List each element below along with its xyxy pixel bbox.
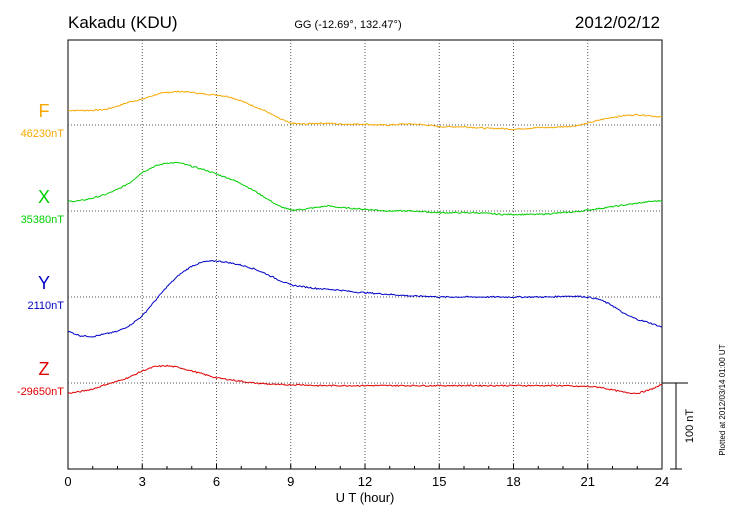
x-tick-label: 12 [358, 474, 372, 489]
x-tick-label: 9 [287, 474, 294, 489]
series-name-x: X [38, 187, 50, 207]
series-line-x [67, 161, 663, 216]
station-title: Kakadu (KDU) [68, 13, 178, 32]
x-tick-label: 6 [213, 474, 220, 489]
scale-bar [662, 382, 688, 470]
station-coords: GG (-12.69°, 132.47°) [294, 19, 401, 31]
x-tick-label: 3 [139, 474, 146, 489]
grid-lines [68, 40, 662, 469]
series-name-y: Y [38, 273, 50, 293]
x-tick-label: 15 [432, 474, 446, 489]
series-baseline-f: 46230nT [21, 128, 65, 140]
x-tick-label: 21 [581, 474, 595, 489]
series-baseline-x: 35380nT [21, 214, 65, 226]
series-line-f [67, 90, 663, 131]
plot-frame [67, 39, 663, 470]
plot-date: 2012/02/12 [575, 13, 660, 32]
series-name-f: F [39, 101, 50, 121]
series-labels: F 46230nT X 35380nT Y 2110nT Z -29650nT [17, 101, 64, 398]
x-tick-label: 0 [64, 474, 71, 489]
x-axis-ticks: 0 3 6 9 12 15 18 21 24 [64, 464, 669, 489]
series-baseline-z: -29650nT [17, 386, 64, 398]
x-axis-label: U T (hour) [336, 490, 395, 505]
x-tick-label: 24 [655, 474, 669, 489]
series-name-z: Z [39, 359, 50, 379]
series-traces [67, 90, 663, 395]
series-line-y [67, 259, 662, 338]
x-tick-label: 18 [506, 474, 520, 489]
series-baseline-y: 2110nT [28, 300, 65, 312]
scale-bar-label: 100 nT [684, 409, 696, 444]
plotted-at-note: Plotted at 2012/03/14 01:00 UT [718, 344, 727, 455]
series-line-z [67, 364, 663, 395]
